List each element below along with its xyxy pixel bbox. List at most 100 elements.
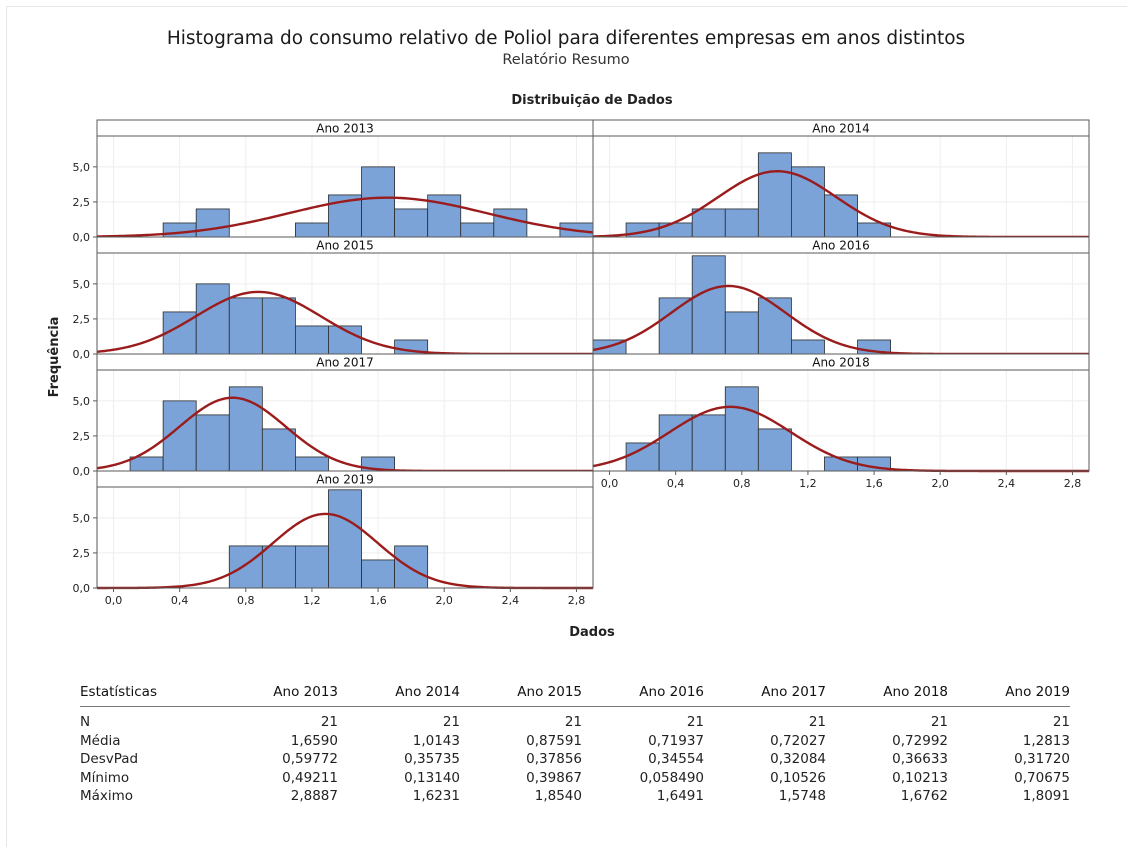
- y-tick-label: 5,0: [73, 395, 91, 408]
- table-cell: DesvPad: [80, 751, 139, 767]
- table-cell: 0,49211: [282, 769, 338, 786]
- table-cell: 21: [320, 714, 338, 730]
- y-tick-label: 5,0: [73, 161, 91, 174]
- statistics-table-header: Estatísticas Ano 2013 Ano 2014 Ano 2015 Ano …: [80, 684, 1070, 707]
- table-row: N 21 21 21 21 21 21 21: [80, 707, 1070, 732]
- x-tick-label: 0,4: [667, 477, 685, 490]
- histogram-bar: [261, 428, 296, 472]
- table-cell: 0,70675: [1014, 769, 1070, 786]
- table-cell: 0,72992: [892, 732, 948, 749]
- x-axis-label: Dados: [569, 625, 615, 640]
- histogram-bar: [394, 208, 429, 238]
- table-row: Média 1,6590 1,0143 0,87591 0,71937 0,72027 0,…: [80, 732, 1070, 751]
- histogram-bar: [294, 545, 329, 589]
- table-cell: 21: [808, 714, 826, 730]
- table-cell: 21: [930, 714, 948, 730]
- panel-plot-area: [96, 486, 594, 589]
- table-cell: 0,59772: [282, 751, 338, 767]
- histogram-bar: [493, 208, 528, 238]
- x-tick-label: 2,8: [568, 594, 586, 607]
- stats-column-header: Ano 2019: [1005, 684, 1070, 700]
- histogram-bar: [361, 559, 395, 589]
- report-subtitle: Relatório Resumo: [502, 52, 630, 68]
- table-cell: 0,72027: [770, 732, 826, 749]
- panel-label: Ano 2015: [316, 239, 374, 253]
- table-cell: 1,8091: [1022, 788, 1070, 804]
- table-cell: 0,10526: [770, 769, 826, 786]
- panel-label: Ano 2018: [812, 356, 870, 370]
- panel-label: Ano 2013: [316, 122, 374, 136]
- y-axis-label: Frequência: [47, 317, 62, 398]
- histogram-bar: [724, 208, 759, 238]
- y-tick-label: 0,0: [73, 465, 91, 478]
- histogram-bar: [162, 222, 197, 238]
- table-cell: 0,35735: [404, 751, 460, 767]
- table-row: Mínimo 0,49211 0,13140 0,39867 0,058490 0,105…: [80, 769, 1070, 788]
- x-tick-label: 0,8: [733, 477, 751, 490]
- chart-title: Distribuição de Dados: [511, 93, 672, 108]
- histogram-bar: [228, 545, 263, 589]
- histogram-bar: [658, 414, 693, 472]
- panel-plot-area: [592, 369, 1090, 472]
- table-cell: 1,5748: [778, 788, 826, 804]
- table-cell: 2,8887: [290, 788, 338, 804]
- table-cell: Máximo: [80, 788, 134, 804]
- histogram-bar: [195, 208, 230, 238]
- histogram-bar: [791, 339, 825, 355]
- histogram-bar: [427, 194, 462, 238]
- histogram-bar: [757, 428, 792, 472]
- y-tick-label: 5,0: [73, 278, 91, 291]
- y-tick-label: 2,5: [73, 313, 91, 326]
- table-cell: 0,34554: [648, 751, 704, 767]
- histogram-bar: [724, 386, 759, 472]
- x-tick-label: 1,2: [303, 594, 321, 607]
- y-tick-label: 0,0: [73, 348, 91, 361]
- y-tick-label: 5,0: [73, 512, 91, 525]
- table-cell: N: [80, 714, 91, 730]
- table-cell: 0,39867: [526, 769, 582, 786]
- panel-label: Ano 2019: [316, 473, 374, 487]
- table-cell: 21: [564, 714, 582, 730]
- histogram-panel-chart: Distribuição de Dados Frequência Dados Ano …: [47, 93, 1090, 640]
- histogram-bar: [195, 414, 230, 472]
- normal-fit-curve: [96, 196, 594, 238]
- x-tick-label: 1,6: [865, 477, 883, 490]
- histogram-bar: [791, 166, 825, 238]
- x-tick-label: 1,6: [369, 594, 387, 607]
- stats-column-header: Ano 2017: [761, 684, 826, 700]
- x-tick-label: 0,0: [105, 594, 123, 607]
- stats-column-header: Ano 2015: [517, 684, 582, 700]
- x-tick-label: 0,8: [237, 594, 255, 607]
- table-row: Máximo 2,8887 1,6231 1,8540 1,6491 1,5748 1,67…: [80, 787, 1070, 806]
- panel-label: Ano 2014: [812, 122, 870, 136]
- x-tick-label: 0,0: [601, 477, 619, 490]
- histogram-bar: [658, 222, 693, 238]
- histogram-bar: [328, 489, 362, 589]
- table-cell: 21: [686, 714, 704, 730]
- table-cell: 1,8540: [534, 788, 582, 804]
- histogram-bar: [195, 283, 230, 355]
- table-cell: 0,37856: [526, 751, 582, 767]
- x-tick-label: 1,2: [799, 477, 817, 490]
- histogram-bar: [294, 456, 329, 472]
- histogram-bar: [261, 545, 296, 589]
- histogram-bar: [394, 545, 429, 589]
- histogram-bar: [129, 456, 164, 472]
- histogram-bar: [294, 222, 329, 238]
- table-cell: Mínimo: [80, 769, 130, 786]
- table-cell: 0,71937: [648, 732, 704, 749]
- y-tick-label: 2,5: [73, 430, 91, 443]
- statistics-table-body: N 21 21 21 21 21 21 21 Média 1,6590 1,0143 0,87591 0…: [80, 707, 1070, 806]
- x-tick-label: 2,4: [998, 477, 1016, 490]
- x-tick-label: 0,4: [171, 594, 189, 607]
- stats-column-header: Ano 2014: [395, 684, 460, 700]
- panel-label: Ano 2017: [316, 356, 374, 370]
- x-tick-label: 2,8: [1064, 477, 1082, 490]
- statistics-table: Estatísticas Ano 2013 Ano 2014 Ano 2015 Ano …: [80, 684, 1070, 806]
- table-cell: 0,058490: [639, 769, 704, 786]
- table-cell: 0,10213: [892, 769, 948, 786]
- table-cell: 0,31720: [1014, 751, 1070, 767]
- table-cell: 0,36633: [892, 751, 948, 767]
- histogram-bar: [757, 152, 792, 238]
- histogram-bar: [757, 297, 792, 355]
